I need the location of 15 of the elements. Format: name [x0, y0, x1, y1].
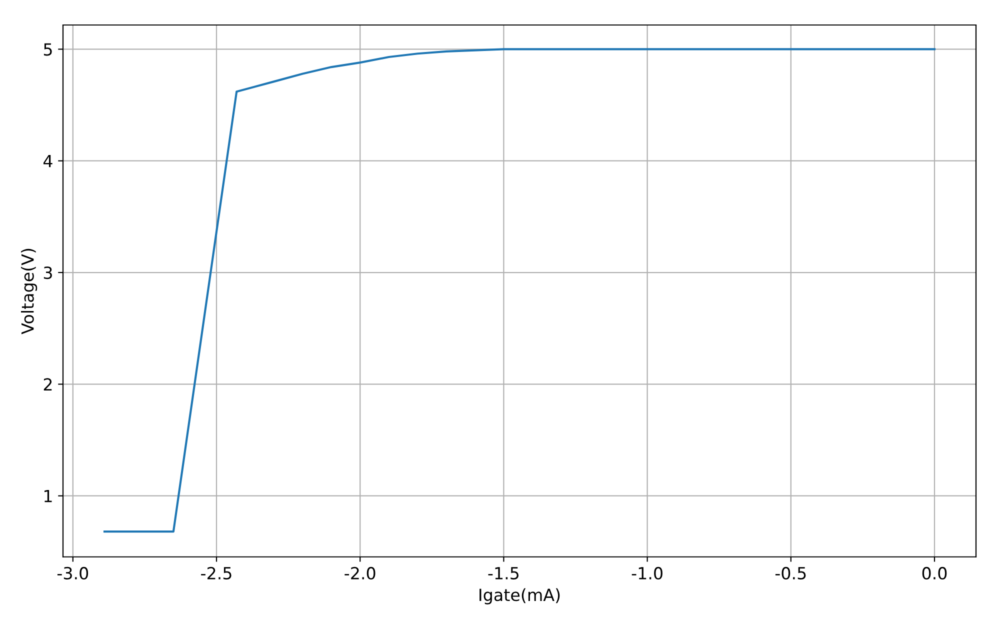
- y-tick-label: 5: [44, 43, 52, 56]
- x-tick-label: -2.5: [201, 566, 232, 580]
- line-series: [103, 48, 936, 533]
- x-tick-label: -3.0: [57, 566, 88, 580]
- y-axis-title: Voltage(V): [20, 248, 38, 334]
- x-tick-label: -1.5: [488, 567, 519, 580]
- x-axis-title: Igate(mA): [480, 588, 560, 604]
- y-tick-label: 2: [44, 378, 52, 391]
- y-tick-label: 4: [43, 155, 52, 168]
- x-tick-label: -2.0: [344, 566, 376, 580]
- x-tick-label: -1.0: [632, 566, 662, 580]
- y-tick-label: 3: [44, 266, 52, 280]
- x-tick-label: -0.5: [775, 566, 806, 580]
- y-tick-label: 1: [44, 490, 52, 502]
- x-tick-label: 0.0: [922, 566, 947, 580]
